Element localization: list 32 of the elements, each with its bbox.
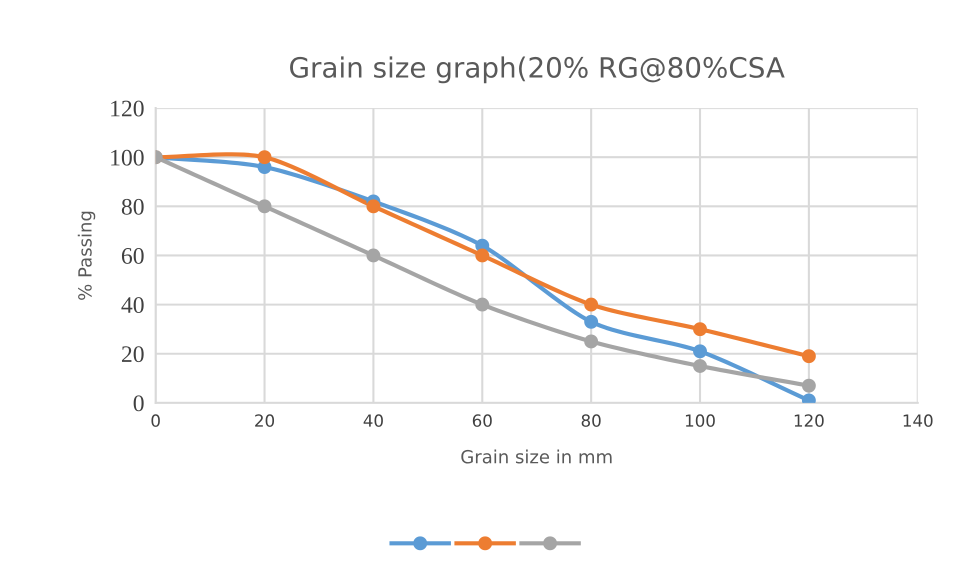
point [802, 378, 816, 393]
y-tick-label: 40 [121, 297, 144, 314]
x-tick-label: 40 [364, 414, 383, 427]
point [475, 248, 490, 262]
x-tick-label: 60 [472, 414, 492, 427]
y-tick-label: 20 [122, 346, 144, 362]
point [802, 349, 816, 364]
point [693, 344, 707, 358]
x-tick-label: 80 [582, 414, 601, 427]
x-axis-title: Grain size in mm [461, 450, 612, 464]
point [693, 322, 707, 336]
y-tick-label: 120 [111, 100, 144, 117]
point [475, 298, 490, 312]
chart-title: Grain size graph(20% RG@80%CSA [290, 56, 785, 84]
point [258, 199, 272, 214]
y-axis-title: % Passing [78, 212, 96, 300]
x-tick-label: 120 [794, 414, 824, 427]
x-tick-label: 140 [904, 414, 933, 427]
point [366, 248, 380, 262]
y-tick-label: 100 [111, 150, 144, 166]
y-tick-label: 0 [134, 395, 144, 412]
point [584, 298, 598, 312]
point [258, 150, 272, 164]
point [584, 314, 598, 329]
x-tick-label: 20 [255, 414, 274, 427]
y-tick-label: 60 [122, 248, 144, 264]
point [366, 199, 380, 214]
x-tick-label: 100 [686, 414, 715, 427]
y-tick-label: 80 [122, 198, 144, 215]
point [584, 334, 598, 348]
x-tick-label: 0 [151, 414, 160, 427]
point [693, 359, 707, 373]
